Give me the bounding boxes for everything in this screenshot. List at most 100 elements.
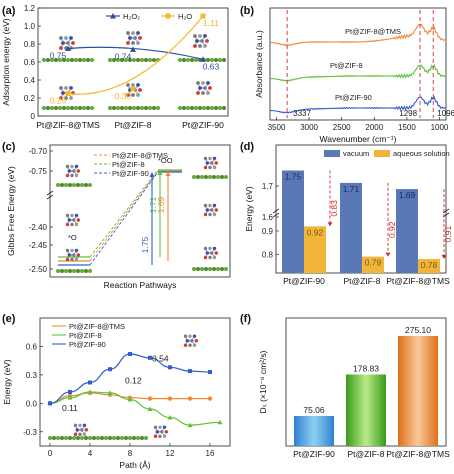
bond-line <box>204 249 216 257</box>
data-point <box>88 380 92 385</box>
slab-atom <box>108 106 112 110</box>
slab-atom <box>52 436 56 440</box>
slab-atom <box>144 106 148 110</box>
atom-dot <box>158 425 162 429</box>
data-point <box>217 419 223 425</box>
data-label: 0.75 <box>50 51 67 61</box>
x-category-label: Pt@ZIF-90 <box>182 120 224 130</box>
x-category-label: Pt@ZIF-90 <box>283 276 325 286</box>
x-tick-label: 0 <box>48 449 53 458</box>
slab-atom <box>202 106 206 110</box>
y-tick-label: 0.6 <box>26 342 38 351</box>
bar-value-label: 1.69 <box>399 190 416 200</box>
slab-atom <box>50 106 54 110</box>
data-point <box>147 396 153 401</box>
x-tick-label: 12 <box>166 449 175 458</box>
transition-line <box>89 170 159 262</box>
atom-dot <box>208 156 212 161</box>
slab-atom <box>80 183 84 187</box>
diffusion-structure <box>183 334 199 347</box>
y-tick-label: 0.8 <box>262 250 274 259</box>
atom-dot <box>76 218 81 222</box>
slab-atom <box>64 183 68 187</box>
bond-line <box>66 216 78 224</box>
slab-atom <box>206 106 210 110</box>
slab-atom <box>58 58 62 62</box>
data-point <box>187 396 193 401</box>
atom-dot <box>131 31 135 35</box>
data-point <box>67 395 73 400</box>
slab-atom <box>186 58 190 62</box>
atom-dot <box>84 428 89 432</box>
slab-atom <box>208 175 212 179</box>
data-label: 0.63 <box>203 61 220 71</box>
x-tick-label: 8 <box>128 449 133 458</box>
slab-atom <box>120 436 124 440</box>
atom-dot <box>194 339 199 343</box>
legend-entry: Pt@ZIF-8@TMS <box>112 151 168 160</box>
panel-b-label: (b) <box>240 5 254 17</box>
slab-atom <box>54 106 58 110</box>
y-tick-label: 0.0 <box>26 399 38 408</box>
slab-atom <box>50 58 54 62</box>
peak-label: 1298 <box>399 109 417 118</box>
bond-line <box>204 206 216 214</box>
atom-dot <box>198 44 202 48</box>
slab-atom <box>116 58 120 62</box>
bond-line <box>66 167 78 175</box>
slab-atom <box>152 58 156 62</box>
slab-atom <box>96 436 100 440</box>
peak-label: 1096 <box>437 109 454 118</box>
diffusion-structure <box>73 423 89 437</box>
slab-atom <box>48 436 52 440</box>
bar-aqueous <box>418 259 440 273</box>
slab-atom <box>116 436 120 440</box>
slab-atom <box>220 175 224 179</box>
data-label: 0.25 <box>50 96 67 106</box>
slab-atom <box>84 436 88 440</box>
slab-atom <box>88 436 92 440</box>
x-category-label: Pt@ZIF-8@TMS <box>386 276 450 286</box>
slab-atom <box>46 58 50 62</box>
bond-line <box>59 38 73 48</box>
slab-atom <box>210 106 214 110</box>
slab-atom <box>56 436 60 440</box>
slab-atom <box>222 58 226 62</box>
slab-atom <box>64 436 68 440</box>
arrow-head <box>157 170 163 175</box>
x-category-label: Pt@ZIF-8@TMS <box>36 120 100 130</box>
slab-atom <box>204 267 208 271</box>
slab-atom <box>194 106 198 110</box>
slab-atom <box>42 106 46 110</box>
h2o-point <box>200 13 206 19</box>
slab-atom <box>156 106 160 110</box>
atom-dot <box>214 251 219 255</box>
adsorption-structure <box>126 31 142 45</box>
slab-atom <box>200 267 204 271</box>
panel-a-label: (a) <box>2 5 16 17</box>
data-label: 0.74 <box>115 51 132 61</box>
x-axis-label: Reaction Pathways <box>104 280 177 290</box>
atom-dot <box>70 213 74 218</box>
data-point <box>87 389 93 394</box>
slab-atom <box>64 269 68 273</box>
bond-line <box>204 159 216 167</box>
diffusion-structure <box>153 425 169 438</box>
slab-atom <box>216 267 220 271</box>
legend-entry: Pt@ZIF-8@TMS <box>69 322 125 331</box>
panel-c-frame <box>49 144 231 278</box>
data-label: 1.11 <box>203 18 219 28</box>
atom-dot <box>70 257 74 262</box>
x-tick-label: 2500 <box>333 123 351 132</box>
adsorption-structure <box>193 34 209 48</box>
slab-atom <box>86 106 90 110</box>
x-tick-label: 1500 <box>398 123 416 132</box>
slab-atom <box>144 436 148 440</box>
slab-atom <box>206 58 210 62</box>
slab-atom <box>178 58 182 62</box>
x-category-label: Pt@ZIF-8 <box>344 276 381 286</box>
atom-dot <box>208 246 212 251</box>
slab-atom <box>192 175 196 179</box>
barrier-label: 1.69 <box>156 196 166 213</box>
legend-swatch <box>374 150 390 157</box>
